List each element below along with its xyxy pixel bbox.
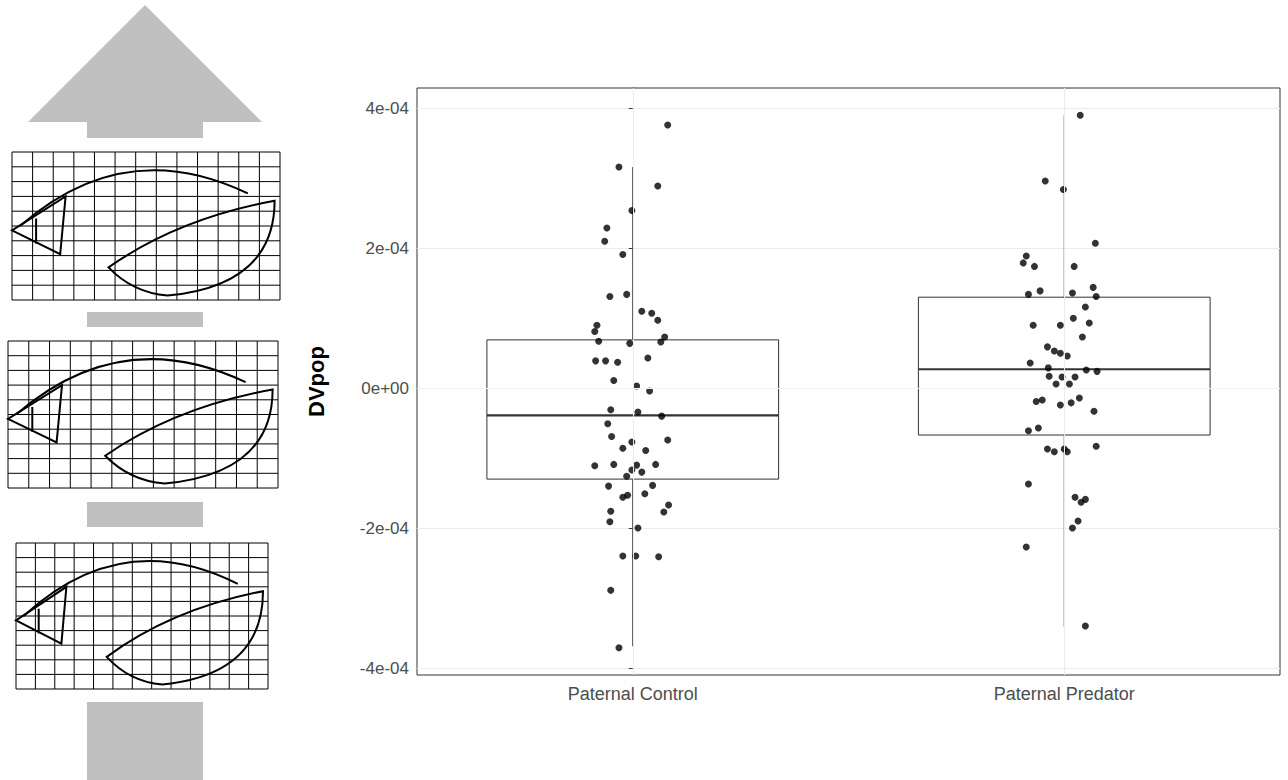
svg-text:-2e-04: -2e-04 <box>360 519 409 538</box>
svg-text:4e-04: 4e-04 <box>366 99 409 118</box>
svg-text:DVpop: DVpop <box>304 346 329 417</box>
svg-text:Paternal Predator: Paternal Predator <box>994 684 1135 704</box>
svg-text:0e+00: 0e+00 <box>361 379 409 398</box>
svg-text:2e-04: 2e-04 <box>366 239 409 258</box>
svg-text:-4e-04: -4e-04 <box>360 659 409 678</box>
svg-text:Paternal Control: Paternal Control <box>568 684 698 704</box>
